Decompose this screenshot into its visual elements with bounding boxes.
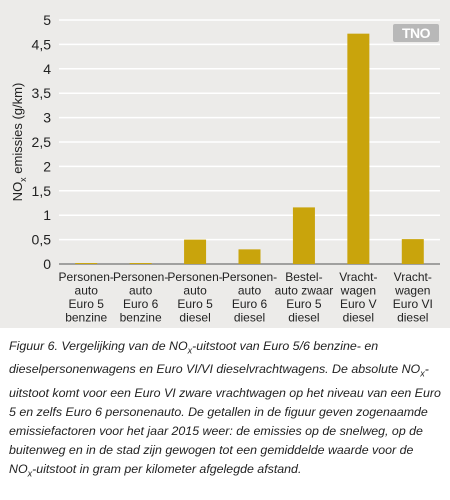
x-category-label: Personen-auto Euro 6 benzine [113,270,168,325]
chart-panel [0,0,450,328]
x-category-label-line: auto [129,284,153,298]
x-category-label-line: Personen- [113,270,168,284]
caption-text-1: Vergelijking van de NO [57,339,188,353]
x-category-label: Personen-auto Euro 6 diesel [222,270,277,325]
x-category-label-line: Bestel- [285,270,322,284]
caption-text-2: -uitstoot van Euro 5/6 benzine- en diese… [9,339,421,377]
y-axis-title-sub: x [18,177,28,182]
x-category-label-line: wagen [394,284,430,298]
caption-text-4: -uitstoot in gram per kilometer afgelegd… [32,461,302,476]
x-category-label-line: diesel [234,311,265,325]
x-category-label-line: auto zwaar [275,284,334,298]
x-category-label-line: diesel [179,311,210,325]
x-category-label-line: auto [75,284,99,298]
y-tick-label: 4 [43,61,51,77]
x-category-label-line: auto [183,284,207,298]
bar [401,239,424,264]
y-tick-label: 1,5 [32,183,52,199]
y-tick-label: 2 [43,158,51,174]
caption-text-3: -uitstoot komt voor een Euro VI zware vr… [9,362,441,476]
x-category-label-line: wagen [340,284,376,298]
y-tick-label: 3 [43,110,51,126]
bar [75,263,98,264]
x-category-label-line: Personen- [59,270,114,284]
caption-sub-3: x [27,468,33,479]
bar [347,33,370,264]
x-category-label-line: Euro 5 [177,297,213,311]
x-category-label-line: diesel [288,311,319,325]
x-category-label-line: Euro V [340,297,377,311]
y-tick-label: 0,5 [32,232,52,248]
y-axis-title: NOx emissies (g/km) [10,83,28,202]
figure-caption: Figuur 6. Vergelijking van de NOx-uitsto… [9,337,443,483]
x-category-label-line: benzine [65,311,107,325]
y-tick-label: 4,5 [32,36,52,52]
x-category-label-line: Personen- [167,270,222,284]
bar [238,249,261,264]
x-category-label: Personen-auto Euro 5 diesel [167,270,222,325]
x-category-label-line: Euro 6 [123,297,159,311]
x-category-label: Vracht-wagen Euro VI diesel [393,270,433,325]
x-category-label: Bestel-auto zwaar Euro 5 diesel [275,270,334,325]
y-tick-label: 3,5 [32,85,52,101]
x-category-label-line: Personen- [222,270,277,284]
y-axis-title-main: NO [10,182,25,202]
x-category-label-line: diesel [397,311,428,325]
y-axis-title-rest: emissies (g/km) [10,83,25,178]
x-category-label-line: Euro 5 [69,297,105,311]
x-category-label-line: auto [238,284,262,298]
caption-label: Figuur 6. [9,339,58,353]
x-category-label: Personen-auto Euro 5 benzine [59,270,114,325]
tno-logo: TNO [393,24,439,42]
bar [184,239,207,264]
y-tick-label: 0 [43,256,51,272]
x-category-label-line: diesel [343,311,374,325]
x-category-label-line: Euro 5 [286,297,322,311]
caption-sub-2: x [420,368,425,379]
x-category-label-line: Euro 6 [232,297,268,311]
caption-sub-1: x [187,345,193,356]
x-category-label-line: Vracht- [394,270,432,284]
x-category-label-line: Vracht- [339,270,377,284]
x-category-label-line: benzine [120,311,162,325]
bar [292,207,315,264]
bar [129,263,152,264]
y-tick-label: 5 [43,12,51,28]
x-category-label-line: Euro VI [393,297,433,311]
y-tick-label: 1 [43,207,51,223]
y-tick-label: 2,5 [32,134,52,150]
